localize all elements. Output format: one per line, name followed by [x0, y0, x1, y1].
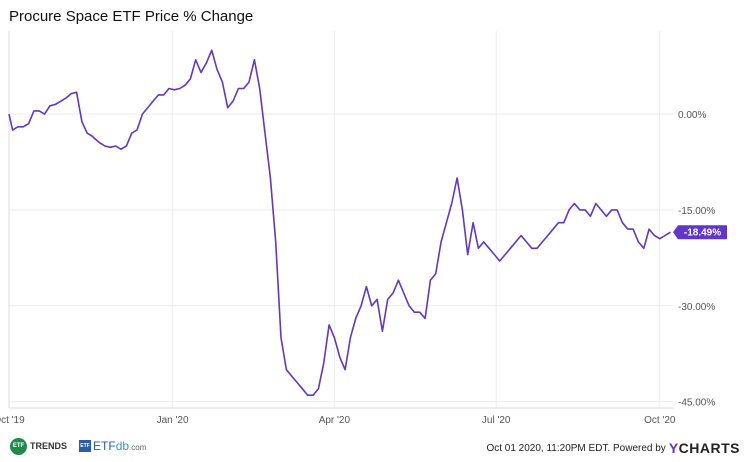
etftrends-circle-icon: ETF — [10, 437, 27, 455]
grid-lines — [8, 31, 674, 409]
y-tick-label: -15.00% — [678, 206, 715, 217]
y-tick-label: -30.00% — [678, 302, 715, 313]
etftrends-text: TRENDS — [30, 441, 68, 451]
etfdb-square-icon: ETF — [79, 440, 92, 452]
etfdb-db: db — [115, 439, 130, 453]
x-tick-label: Oct '20 — [644, 415, 676, 426]
ycharts-y: Y — [668, 440, 679, 456]
etftrends-logo[interactable]: ETF TRENDS — [10, 437, 68, 455]
series-line — [8, 49, 671, 397]
x-tick-label: Jan '20 — [157, 415, 189, 426]
series-layer — [8, 49, 671, 397]
y-axis: 0.00% -15.00% -30.00% -45.00% — [678, 110, 715, 409]
last-value-label: -18.49% — [684, 228, 721, 239]
footer-credit: Oct 01 2020, 11:20PM EDT. Powered by YCH… — [486, 440, 740, 456]
y-tick-label: -45.00% — [678, 398, 715, 409]
last-value-badge: -18.49% — [673, 225, 727, 240]
etfdb-text: ETFdb.com — [93, 439, 146, 453]
x-axis: Oct '19 Jan '20 Apr '20 Jul '20 Oct '20 — [0, 415, 676, 426]
etfdb-com: .com — [129, 443, 147, 452]
chart-title: Procure Space ETF Price % Change — [9, 8, 254, 25]
etfdb-logo[interactable]: ETF ETFdb.com — [79, 439, 146, 453]
last-value-badge-shape — [673, 225, 727, 240]
footer-timestamp: Oct 01 2020, 11:20PM EDT. — [486, 442, 611, 454]
x-tick-label: Oct '19 — [0, 415, 25, 426]
y-tick-label: 0.00% — [678, 110, 706, 121]
ycharts-logo[interactable]: YCHARTS — [669, 440, 740, 456]
powered-by-text: Powered by — [613, 442, 666, 454]
x-tick-label: Apr '20 — [319, 415, 351, 426]
x-tick-label: Jul '20 — [482, 415, 511, 426]
etfdb-prefix: ETF — [93, 439, 116, 453]
footer-logos: ETF TRENDS ETF ETFdb.com — [10, 436, 146, 456]
ycharts-rest: CHARTS — [678, 440, 740, 456]
